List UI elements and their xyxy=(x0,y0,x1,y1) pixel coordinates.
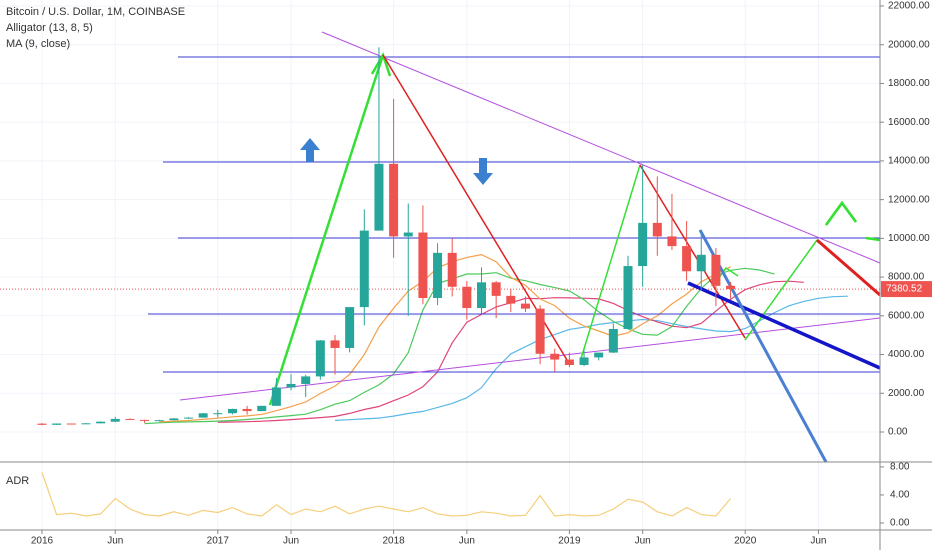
candle-body xyxy=(638,222,648,267)
candle-body xyxy=(711,254,721,286)
candle-body xyxy=(184,417,193,419)
candle-body xyxy=(389,163,399,237)
candle-body xyxy=(198,413,208,418)
candle-body xyxy=(242,408,252,412)
blue-line xyxy=(687,281,881,370)
candle-body xyxy=(96,421,106,424)
candle-body xyxy=(491,282,501,296)
candle-body xyxy=(579,357,589,365)
x-tick-label: Jun xyxy=(459,536,475,547)
indicator-name: ADR xyxy=(6,475,29,487)
candle-body xyxy=(447,252,457,287)
legend-item: Alligator (13, 8, 5) xyxy=(6,22,93,34)
y-tick-label: 2000.00 xyxy=(888,388,925,399)
candle-body xyxy=(374,163,384,231)
candle-body xyxy=(213,413,223,415)
legend-title: Bitcoin / U.S. Dollar, 1M, COINBASE xyxy=(6,6,185,18)
up-arrow-icon xyxy=(300,138,320,162)
candle-body xyxy=(37,423,47,425)
last-price-label: 7380.52 xyxy=(886,284,923,295)
candle-body xyxy=(418,232,428,298)
green-arrow xyxy=(824,200,858,226)
candle-body xyxy=(462,286,472,309)
x-tick-label: Jun xyxy=(810,536,826,547)
candle-body xyxy=(154,420,164,422)
x-tick-label: 2017 xyxy=(207,536,230,547)
y-tick-label: 16000.00 xyxy=(888,117,930,128)
y-tick-label: 12000.00 xyxy=(888,194,930,205)
green-arrow xyxy=(579,164,641,363)
y-tick-label: 4.00 xyxy=(890,490,910,501)
y-tick-label: 6000.00 xyxy=(888,310,925,321)
candle-body xyxy=(433,252,443,298)
x-tick-label: 2016 xyxy=(31,536,54,547)
candle-body xyxy=(271,387,281,406)
trend-line xyxy=(321,31,881,264)
candle-body xyxy=(403,232,413,237)
y-tick-label: 14000.00 xyxy=(888,156,930,167)
candle-body xyxy=(81,423,91,425)
trend-line xyxy=(179,317,881,401)
candle-body xyxy=(140,419,150,421)
candle-body xyxy=(345,307,355,348)
x-tick-label: 2019 xyxy=(558,536,581,547)
y-tick-label: 4000.00 xyxy=(888,349,925,360)
y-tick-label: 8.00 xyxy=(890,462,910,473)
candle-body xyxy=(125,418,135,420)
y-tick-label: 8000.00 xyxy=(888,272,925,283)
candle-body xyxy=(550,353,560,360)
candle-body xyxy=(301,376,311,384)
blue-line xyxy=(698,229,828,463)
candle-body xyxy=(506,295,516,304)
candle-body xyxy=(667,236,677,247)
candle-body xyxy=(66,423,76,425)
candle-body xyxy=(359,230,369,308)
candle-body xyxy=(652,222,662,237)
candle-body xyxy=(623,266,633,329)
candle-body xyxy=(520,303,530,309)
candle-body xyxy=(477,282,486,309)
y-tick-label: 20000.00 xyxy=(888,39,930,50)
candle-body xyxy=(315,340,325,377)
x-tick-label: Jun xyxy=(283,536,299,547)
candle-body xyxy=(286,383,296,388)
candle-body xyxy=(594,352,604,358)
candle-body xyxy=(696,254,706,272)
candle-body xyxy=(564,359,574,365)
y-tick-label: 0.00 xyxy=(888,427,908,438)
y-tick-label: 22000.00 xyxy=(888,1,930,12)
x-tick-label: Jun xyxy=(107,536,123,547)
y-tick-label: 18000.00 xyxy=(888,78,930,89)
y-tick-label: 0.00 xyxy=(890,518,910,529)
candle-body xyxy=(257,405,267,412)
red-arrow xyxy=(816,238,881,297)
green-arrow xyxy=(865,236,881,242)
candle-body xyxy=(169,418,179,421)
x-tick-label: 2018 xyxy=(382,536,405,547)
candle-body xyxy=(608,328,618,353)
green-arrow xyxy=(268,54,385,406)
legend-item: MA (9, close) xyxy=(6,38,70,50)
candle-body xyxy=(682,246,692,272)
alligator-lips xyxy=(144,267,775,425)
x-tick-label: 2020 xyxy=(734,536,757,547)
candle-body xyxy=(110,418,120,422)
indicator-line xyxy=(41,472,732,517)
candle-body xyxy=(52,423,62,425)
candle-body xyxy=(535,308,545,354)
down-arrow-icon xyxy=(473,158,493,185)
y-tick-label: 10000.00 xyxy=(888,233,930,244)
x-tick-label: Jun xyxy=(635,536,651,547)
candle-body xyxy=(227,408,237,414)
moving-average xyxy=(159,253,731,423)
candle-body xyxy=(330,340,340,348)
green-arrow xyxy=(744,239,818,341)
last-price-box xyxy=(881,281,932,298)
candle-body xyxy=(726,285,736,290)
